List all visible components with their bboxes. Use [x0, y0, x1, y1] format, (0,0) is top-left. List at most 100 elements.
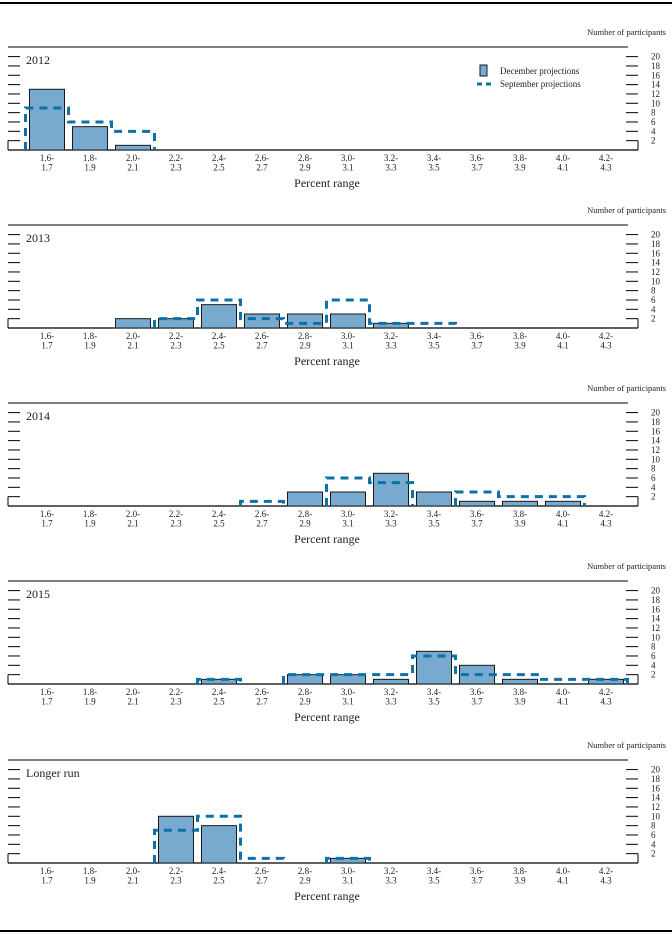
x-tick-label: 3.0-3.1 — [341, 866, 355, 886]
x-tick-label-high: 2.9 — [299, 519, 311, 529]
x-tick-label-low: 2.4- — [212, 509, 226, 519]
x-tick-label: 1.8-1.9 — [83, 509, 97, 529]
x-tick-label-low: 3.6- — [470, 153, 484, 163]
x-tick-label-high: 2.1 — [127, 697, 138, 707]
y-tick-label: 6 — [651, 473, 656, 483]
x-axis-label: Percent range — [294, 532, 360, 546]
y-tick-label: 12 — [651, 267, 660, 277]
x-tick-label-low: 3.0- — [341, 153, 355, 163]
y-tick-label: 16 — [651, 783, 661, 793]
x-tick-label-high: 2.1 — [127, 341, 138, 351]
x-tick-label: 3.4-3.5 — [427, 331, 441, 351]
september-step-line — [153, 814, 285, 863]
x-axis-label: Percent range — [294, 354, 360, 368]
x-tick-label-high: 3.1 — [342, 697, 353, 707]
x-tick-label: 1.6-1.7 — [40, 509, 54, 529]
x-tick-label-low: 2.0- — [126, 866, 140, 876]
x-tick-label: 3.0-3.1 — [341, 153, 355, 173]
x-tick-label-high: 3.9 — [514, 163, 526, 173]
x-tick-label-low: 1.8- — [83, 687, 97, 697]
x-tick-label-high: 1.7 — [41, 341, 53, 351]
x-tick-label-low: 4.0- — [556, 687, 570, 697]
x-tick-label-low: 2.2- — [169, 331, 183, 341]
x-tick-label-high: 3.5 — [428, 519, 440, 529]
x-tick-label: 2.6-2.7 — [255, 687, 269, 707]
x-tick-label-high: 3.5 — [428, 341, 440, 351]
y-tick-label: 6 — [651, 117, 656, 127]
y-tick-label: 18 — [651, 239, 661, 249]
x-tick-label: 3.2-3.3 — [384, 509, 398, 529]
x-tick-label: 2.8-2.9 — [298, 331, 312, 351]
y-axis-label: Number of participants — [587, 27, 666, 37]
x-tick-label: 3.2-3.3 — [384, 687, 398, 707]
x-tick-label: 3.4-3.5 — [427, 687, 441, 707]
x-tick-label: 2.2-2.3 — [169, 509, 183, 529]
x-tick-label-high: 3.7 — [471, 163, 483, 173]
x-tick-label: 1.6-1.7 — [40, 687, 54, 707]
x-tick-label: 2.2-2.3 — [169, 687, 183, 707]
y-tick-label: 12 — [651, 445, 660, 455]
y-tick-label: 16 — [651, 248, 661, 258]
x-tick-label-high: 3.5 — [428, 697, 440, 707]
x-tick-label: 2.4-2.5 — [212, 153, 226, 173]
x-tick-label: 2.6-2.7 — [255, 331, 269, 351]
x-tick-label-low: 2.8- — [298, 687, 312, 697]
x-tick-label-low: 2.2- — [169, 866, 183, 876]
x-tick-label: 2.4-2.5 — [212, 866, 226, 886]
y-axis-label: Number of participants — [587, 740, 666, 750]
december-bar — [115, 144, 151, 151]
x-tick-label-low: 3.6- — [470, 509, 484, 519]
x-tick-label: 1.8-1.9 — [83, 331, 97, 351]
y-tick-label: 16 — [651, 70, 661, 80]
x-axis-label: Percent range — [294, 889, 360, 903]
x-tick-label: 2.4-2.5 — [212, 509, 226, 529]
x-tick-label: 4.2-4.3 — [599, 509, 613, 529]
x-tick-label: 3.0-3.1 — [341, 509, 355, 529]
x-tick-label-low: 1.6- — [40, 687, 54, 697]
september-step-line — [282, 654, 629, 684]
x-tick-label: 4.2-4.3 — [599, 153, 613, 173]
y-tick-label: 8 — [651, 108, 656, 118]
december-bar — [330, 491, 366, 507]
y-tick-label: 6 — [651, 651, 656, 661]
x-tick-label-high: 4.3 — [600, 876, 612, 886]
x-tick-label: 4.0-4.1 — [556, 331, 570, 351]
x-tick-label-low: 1.6- — [40, 866, 54, 876]
x-tick-label-high: 3.7 — [471, 341, 483, 351]
x-tick-label: 1.8-1.9 — [83, 687, 97, 707]
september-step-line — [24, 106, 156, 150]
september-step-line — [325, 856, 371, 863]
x-tick-label-high: 4.1 — [557, 163, 568, 173]
y-tick-label: 20 — [651, 586, 661, 596]
x-tick-label: 3.6-3.7 — [470, 153, 484, 173]
x-tick-label-low: 3.4- — [427, 866, 441, 876]
x-tick-label-high: 2.7 — [256, 519, 268, 529]
y-tick-label: 4 — [651, 660, 656, 670]
y-tick-label: 10 — [651, 454, 661, 464]
x-tick-label-high: 3.3 — [385, 876, 397, 886]
x-tick-label: 2.4-2.5 — [212, 331, 226, 351]
x-tick-label: 1.8-1.9 — [83, 866, 97, 886]
x-tick-label-high: 2.7 — [256, 697, 268, 707]
x-tick-label: 3.2-3.3 — [384, 331, 398, 351]
x-tick-label: 3.4-3.5 — [427, 509, 441, 529]
x-tick-label-low: 3.4- — [427, 509, 441, 519]
x-tick-label-high: 3.1 — [342, 163, 353, 173]
x-tick-label-high: 4.3 — [600, 519, 612, 529]
x-tick-label-high: 2.1 — [127, 163, 138, 173]
x-tick-label-high: 2.5 — [213, 519, 225, 529]
x-tick-label-low: 4.2- — [599, 509, 613, 519]
x-tick-label-low: 2.4- — [212, 153, 226, 163]
x-tick-label-low: 3.0- — [341, 866, 355, 876]
x-tick-label: 3.8-3.9 — [513, 866, 527, 886]
december-bar — [459, 500, 495, 507]
x-tick-label: 4.2-4.3 — [599, 866, 613, 886]
panel-title: 2012 — [26, 53, 50, 67]
x-tick-label-low: 3.6- — [470, 866, 484, 876]
x-tick-label: 2.6-2.7 — [255, 866, 269, 886]
x-tick-label: 3.8-3.9 — [513, 509, 527, 529]
